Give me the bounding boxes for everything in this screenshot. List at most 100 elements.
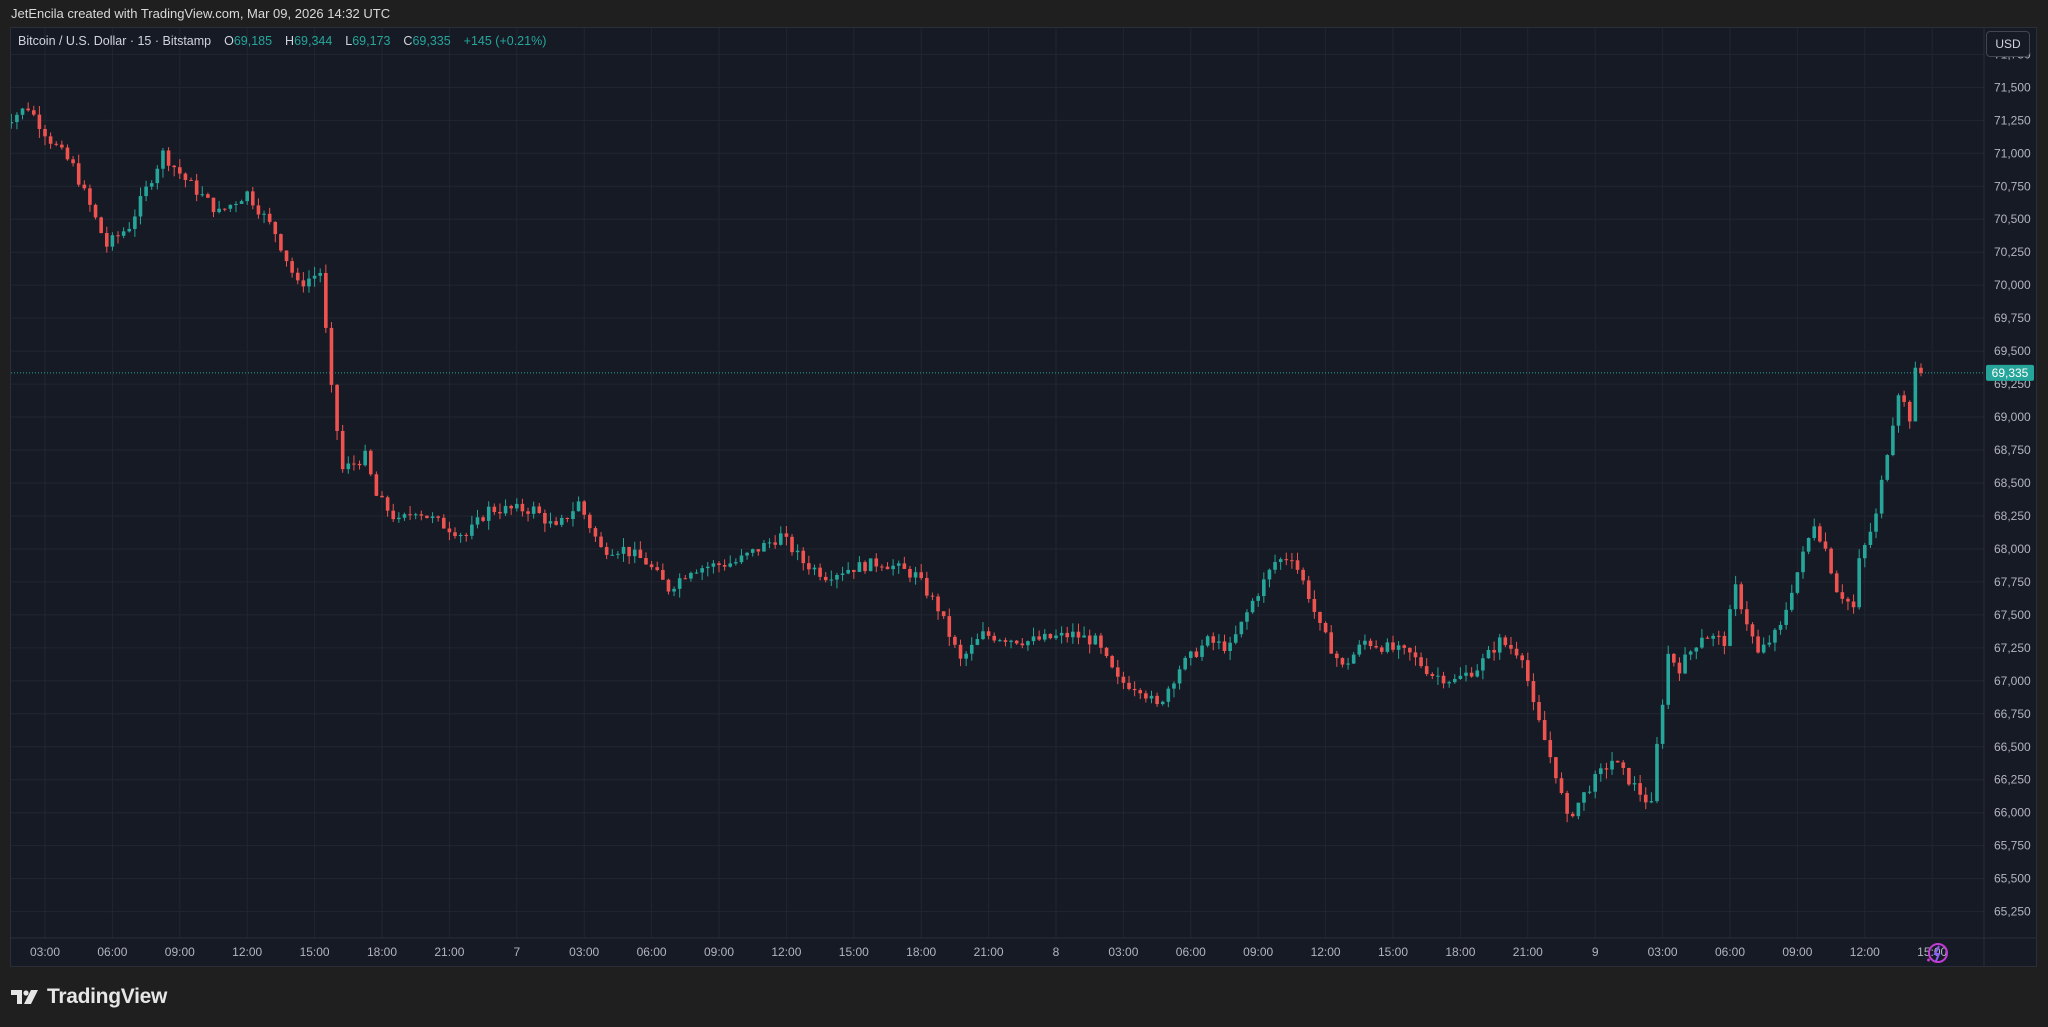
candle-body <box>1368 640 1373 647</box>
candle-body <box>1531 681 1536 703</box>
candle-body <box>1711 635 1715 639</box>
symbol-name[interactable]: Bitcoin / U.S. Dollar · 15 · Bitstamp <box>18 34 212 48</box>
candle-body <box>121 231 126 236</box>
chart-panel[interactable]: 65,250 65,500 65,750 66,000 66,250 66,500 66,7… <box>10 27 2037 967</box>
candle-body <box>812 567 817 570</box>
candle-body <box>683 578 688 580</box>
x-tick-label: 06:00 <box>97 945 127 959</box>
snapshot-icon[interactable] <box>1924 941 1950 967</box>
candle-body <box>559 517 564 525</box>
candle-body <box>1789 592 1794 610</box>
candle-body <box>425 515 429 518</box>
candle-body <box>1295 560 1300 570</box>
candle-body <box>1879 479 1884 514</box>
candle-body <box>1239 621 1244 635</box>
candle-body <box>981 631 985 640</box>
candle-body <box>1891 425 1895 456</box>
change-value: +145 (+0.21%) <box>463 34 547 48</box>
candle-body <box>1256 596 1260 601</box>
candle-body <box>206 194 210 198</box>
candle-body <box>1318 611 1322 623</box>
candle-body <box>346 463 351 470</box>
candle-body <box>391 510 396 520</box>
x-tick-label: 18:00 <box>1445 945 1475 959</box>
candle-body <box>896 563 901 566</box>
candle-body <box>1615 760 1620 763</box>
candle-body <box>76 163 81 185</box>
x-tick-label: 21:00 <box>974 945 1004 959</box>
candle-body <box>1773 629 1777 643</box>
candle-body <box>1351 654 1356 664</box>
candle-body <box>234 203 238 205</box>
candle-body <box>43 128 47 137</box>
candle-body <box>1666 653 1671 705</box>
candle-body <box>144 186 148 197</box>
candle-body <box>1346 663 1350 665</box>
candle-body <box>1733 584 1738 610</box>
candle-body <box>880 566 884 568</box>
candle-body <box>228 204 233 209</box>
candle-body <box>1627 767 1631 785</box>
candle-body <box>593 528 598 537</box>
candle-body <box>795 550 800 553</box>
candle-body <box>1138 690 1143 694</box>
candle-body <box>1846 598 1850 602</box>
x-tick-label: 09:00 <box>1243 945 1273 959</box>
candle-body <box>1492 649 1496 653</box>
candle-body <box>1323 622 1328 633</box>
candle-body <box>329 327 334 385</box>
candle-body <box>1863 544 1867 559</box>
candle-body <box>251 191 255 206</box>
candle-body <box>689 572 693 579</box>
candle-body <box>1014 640 1019 644</box>
high-value: 69,344 <box>294 34 333 48</box>
candle-body <box>1222 641 1227 651</box>
candle-body <box>1020 643 1025 646</box>
candlestick-chart[interactable]: 65,250 65,500 65,750 66,000 66,250 66,500 66,7… <box>11 28 2036 966</box>
candle-body <box>1065 632 1070 638</box>
candle-body <box>262 213 266 215</box>
candle-body <box>194 180 199 195</box>
candle-body <box>818 567 822 577</box>
y-tick-label: 65,250 <box>1994 905 2031 919</box>
candle-body <box>222 208 227 210</box>
candle-body <box>1801 551 1805 573</box>
candle-body <box>1509 645 1513 649</box>
candle-body <box>1840 592 1845 599</box>
candle-body <box>470 524 474 536</box>
y-tick-label: 68,500 <box>1994 476 2031 490</box>
currency-button[interactable]: USD <box>1986 31 2030 57</box>
tradingview-brand[interactable]: TradingView <box>11 985 167 1009</box>
y-tick-label: 67,750 <box>1994 575 2031 589</box>
candle-body <box>189 180 193 182</box>
x-tick-label: 06:00 <box>637 945 667 959</box>
candle-body <box>1587 791 1592 793</box>
candle-body <box>1447 682 1451 684</box>
candle-body <box>464 534 469 536</box>
candle-body <box>1497 637 1502 653</box>
candle-body <box>1795 572 1800 593</box>
x-tick-label: 12:00 <box>771 945 801 959</box>
candle-body <box>1402 645 1407 648</box>
candle-body <box>1677 662 1682 674</box>
candle-body <box>178 167 182 174</box>
candle-body <box>284 250 289 262</box>
candle-body <box>1037 636 1041 640</box>
candle-body <box>1767 642 1772 645</box>
candle-body <box>1806 537 1811 552</box>
candle-body <box>133 216 137 229</box>
candle-body <box>1700 637 1704 648</box>
last-price-label: 69,335 <box>1992 366 2029 380</box>
candle-body <box>1329 632 1334 654</box>
candle-body <box>756 549 761 552</box>
candle-body <box>509 505 513 509</box>
candle-body <box>941 611 946 617</box>
candle-body <box>1896 395 1901 426</box>
x-tick-label: 15:00 <box>839 945 869 959</box>
candle-body <box>1902 395 1906 402</box>
candle-body <box>1655 743 1659 802</box>
x-tick-label: 03:00 <box>569 945 599 959</box>
candle-body <box>908 568 912 578</box>
candle-body <box>936 596 940 612</box>
candle-body <box>863 562 867 572</box>
